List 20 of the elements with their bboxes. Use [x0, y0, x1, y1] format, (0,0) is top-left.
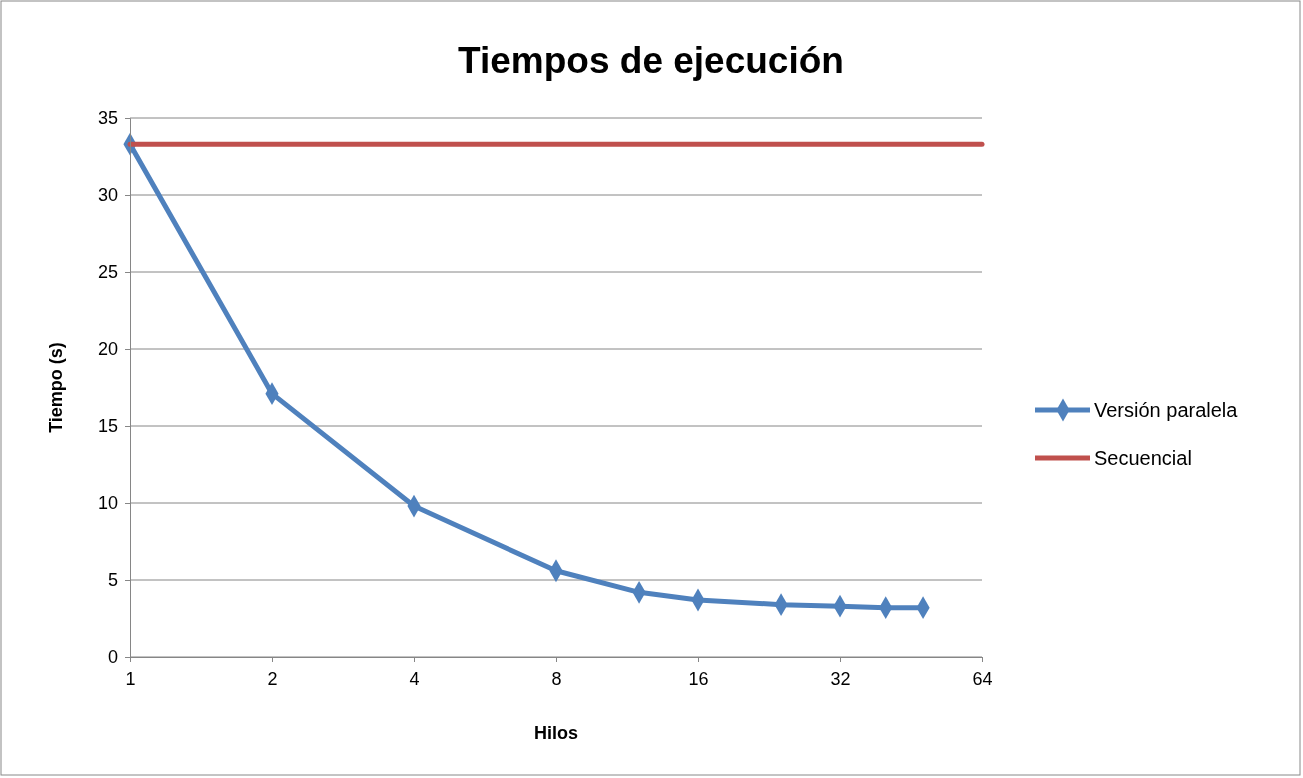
legend-label: Versión paralela — [1094, 399, 1239, 421]
x-tick-label: 32 — [830, 668, 851, 689]
x-tick-label: 64 — [972, 668, 993, 689]
x-tick-label: 1 — [125, 668, 136, 689]
legend-label: Secuencial — [1094, 447, 1192, 469]
y-tick-label: 30 — [97, 185, 118, 206]
y-tick-label: 10 — [97, 493, 118, 514]
y-tick-label: 0 — [107, 647, 118, 668]
x-tick-label: 4 — [409, 668, 420, 689]
y-axis-title: Tiempo (s) — [46, 342, 66, 433]
y-tick-label: 25 — [97, 262, 118, 283]
chart-title: Tiempos de ejecución — [458, 40, 844, 81]
y-tick-label: 15 — [97, 416, 118, 437]
y-tick-label: 5 — [107, 570, 118, 591]
x-tick-label: 8 — [551, 668, 562, 689]
x-axis-title: Hilos — [533, 723, 579, 743]
x-tick-label: 2 — [267, 668, 278, 689]
x-tick-label: 16 — [688, 668, 709, 689]
y-tick-label: 35 — [97, 108, 118, 129]
y-tick-label: 20 — [97, 339, 118, 360]
